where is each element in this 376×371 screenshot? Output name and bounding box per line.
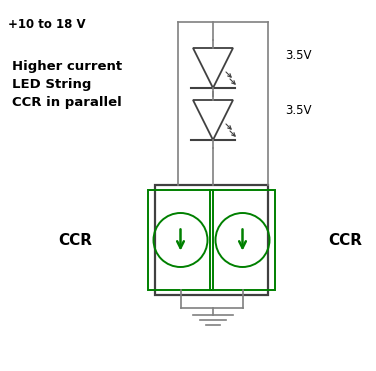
- Text: CCR: CCR: [58, 233, 92, 247]
- Text: CCR: CCR: [328, 233, 362, 247]
- Text: 3.5V: 3.5V: [285, 104, 311, 116]
- Bar: [155, 185, 268, 295]
- Bar: [210, 190, 275, 290]
- Text: Higher current
LED String
CCR in parallel: Higher current LED String CCR in paralle…: [12, 60, 122, 109]
- Text: 3.5V: 3.5V: [285, 49, 311, 62]
- Text: +10 to 18 V: +10 to 18 V: [8, 18, 86, 31]
- Bar: [148, 190, 213, 290]
